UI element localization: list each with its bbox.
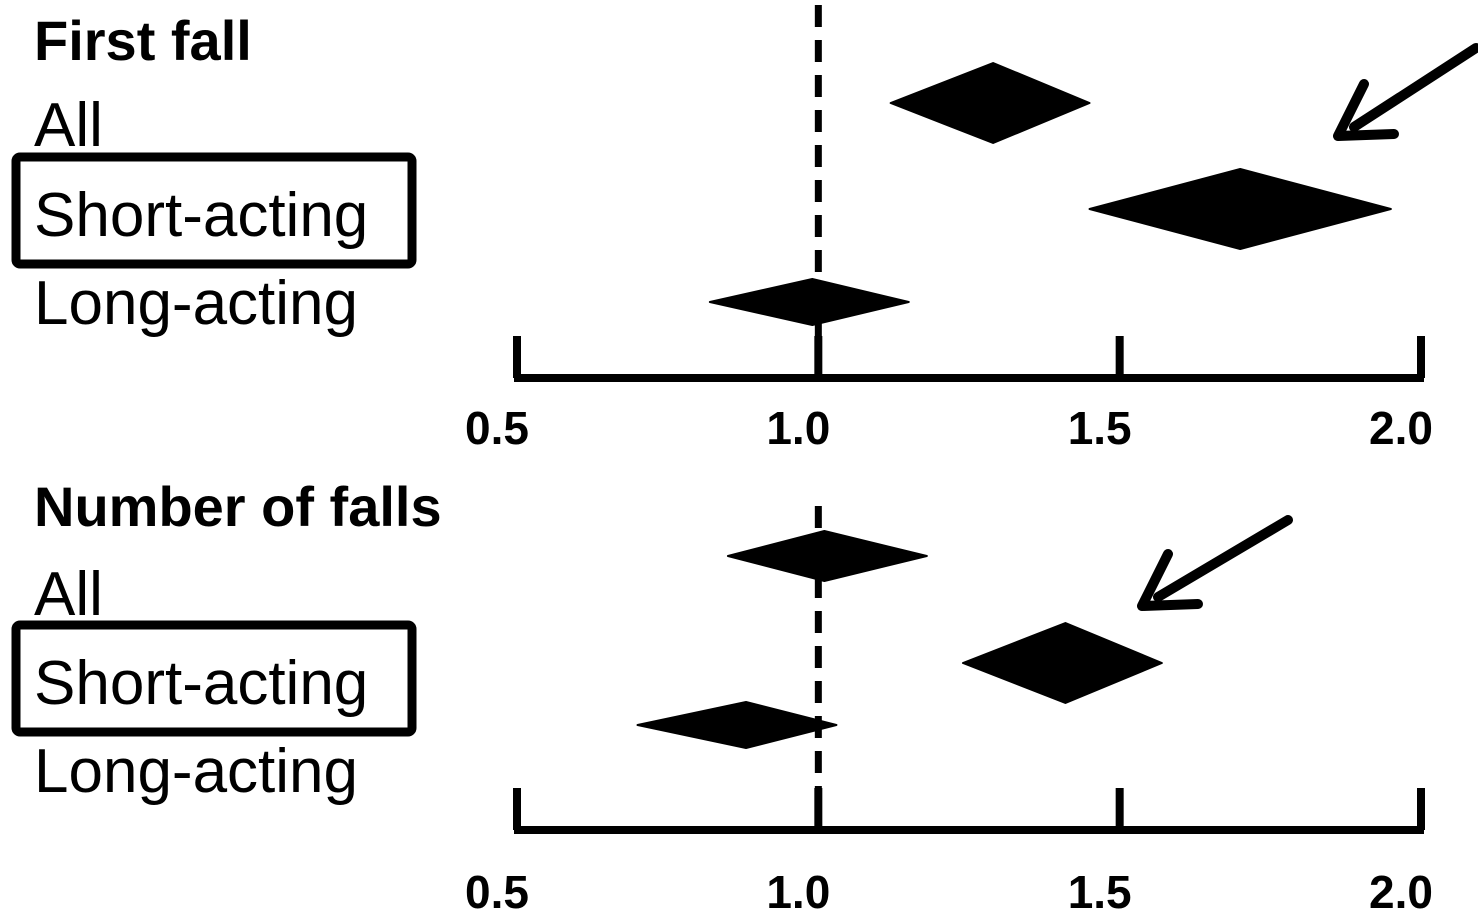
estimate-diamond-1 — [889, 62, 1091, 144]
x-tick-label: 2.0 — [1369, 402, 1433, 454]
panel-title: First fall — [34, 9, 252, 72]
estimate-diamond-2 — [961, 622, 1163, 704]
x-tick-label: 1.5 — [1068, 402, 1132, 454]
x-tick-label: 1.0 — [766, 866, 830, 915]
x-tick-label: 1.5 — [1068, 866, 1132, 915]
row-label-long-acting: Long-acting — [34, 269, 358, 338]
highlight-box — [11, 152, 417, 269]
plot-area: 0.5 1.0 1.5 2.0 — [465, 506, 1433, 915]
x-tick-label: 0.5 — [465, 866, 529, 915]
row-label-short-acting: Short-acting — [34, 649, 368, 718]
row-label-all: All — [34, 91, 103, 160]
panel-first-fall: First fall All Short-acting Long-acting … — [11, 5, 1478, 454]
row-label-long-acting: Long-acting — [34, 737, 358, 806]
estimate-diamond-3 — [708, 278, 910, 326]
x-tick-label: 2.0 — [1369, 866, 1433, 915]
row-label-all: All — [34, 560, 103, 629]
panel-number-of-falls: Number of falls All Short-acting Long-ac… — [11, 475, 1433, 915]
estimate-diamond-2 — [1088, 168, 1392, 250]
x-tick-label: 0.5 — [465, 402, 529, 454]
arrow-icon-shaft — [1349, 43, 1478, 132]
plot-area: 0.5 1.0 1.5 2.0 — [465, 5, 1478, 454]
arrow-icon-shaft — [1153, 515, 1293, 602]
x-tick-label: 1.0 — [766, 402, 830, 454]
highlight-box — [11, 620, 417, 737]
row-label-short-acting: Short-acting — [34, 181, 368, 250]
arrow-icon — [1333, 79, 1399, 141]
estimate-diamond-3 — [636, 701, 838, 749]
arrow-icon — [1137, 549, 1203, 611]
estimate-diamond-1 — [726, 530, 928, 582]
panel-title: Number of falls — [34, 475, 442, 538]
